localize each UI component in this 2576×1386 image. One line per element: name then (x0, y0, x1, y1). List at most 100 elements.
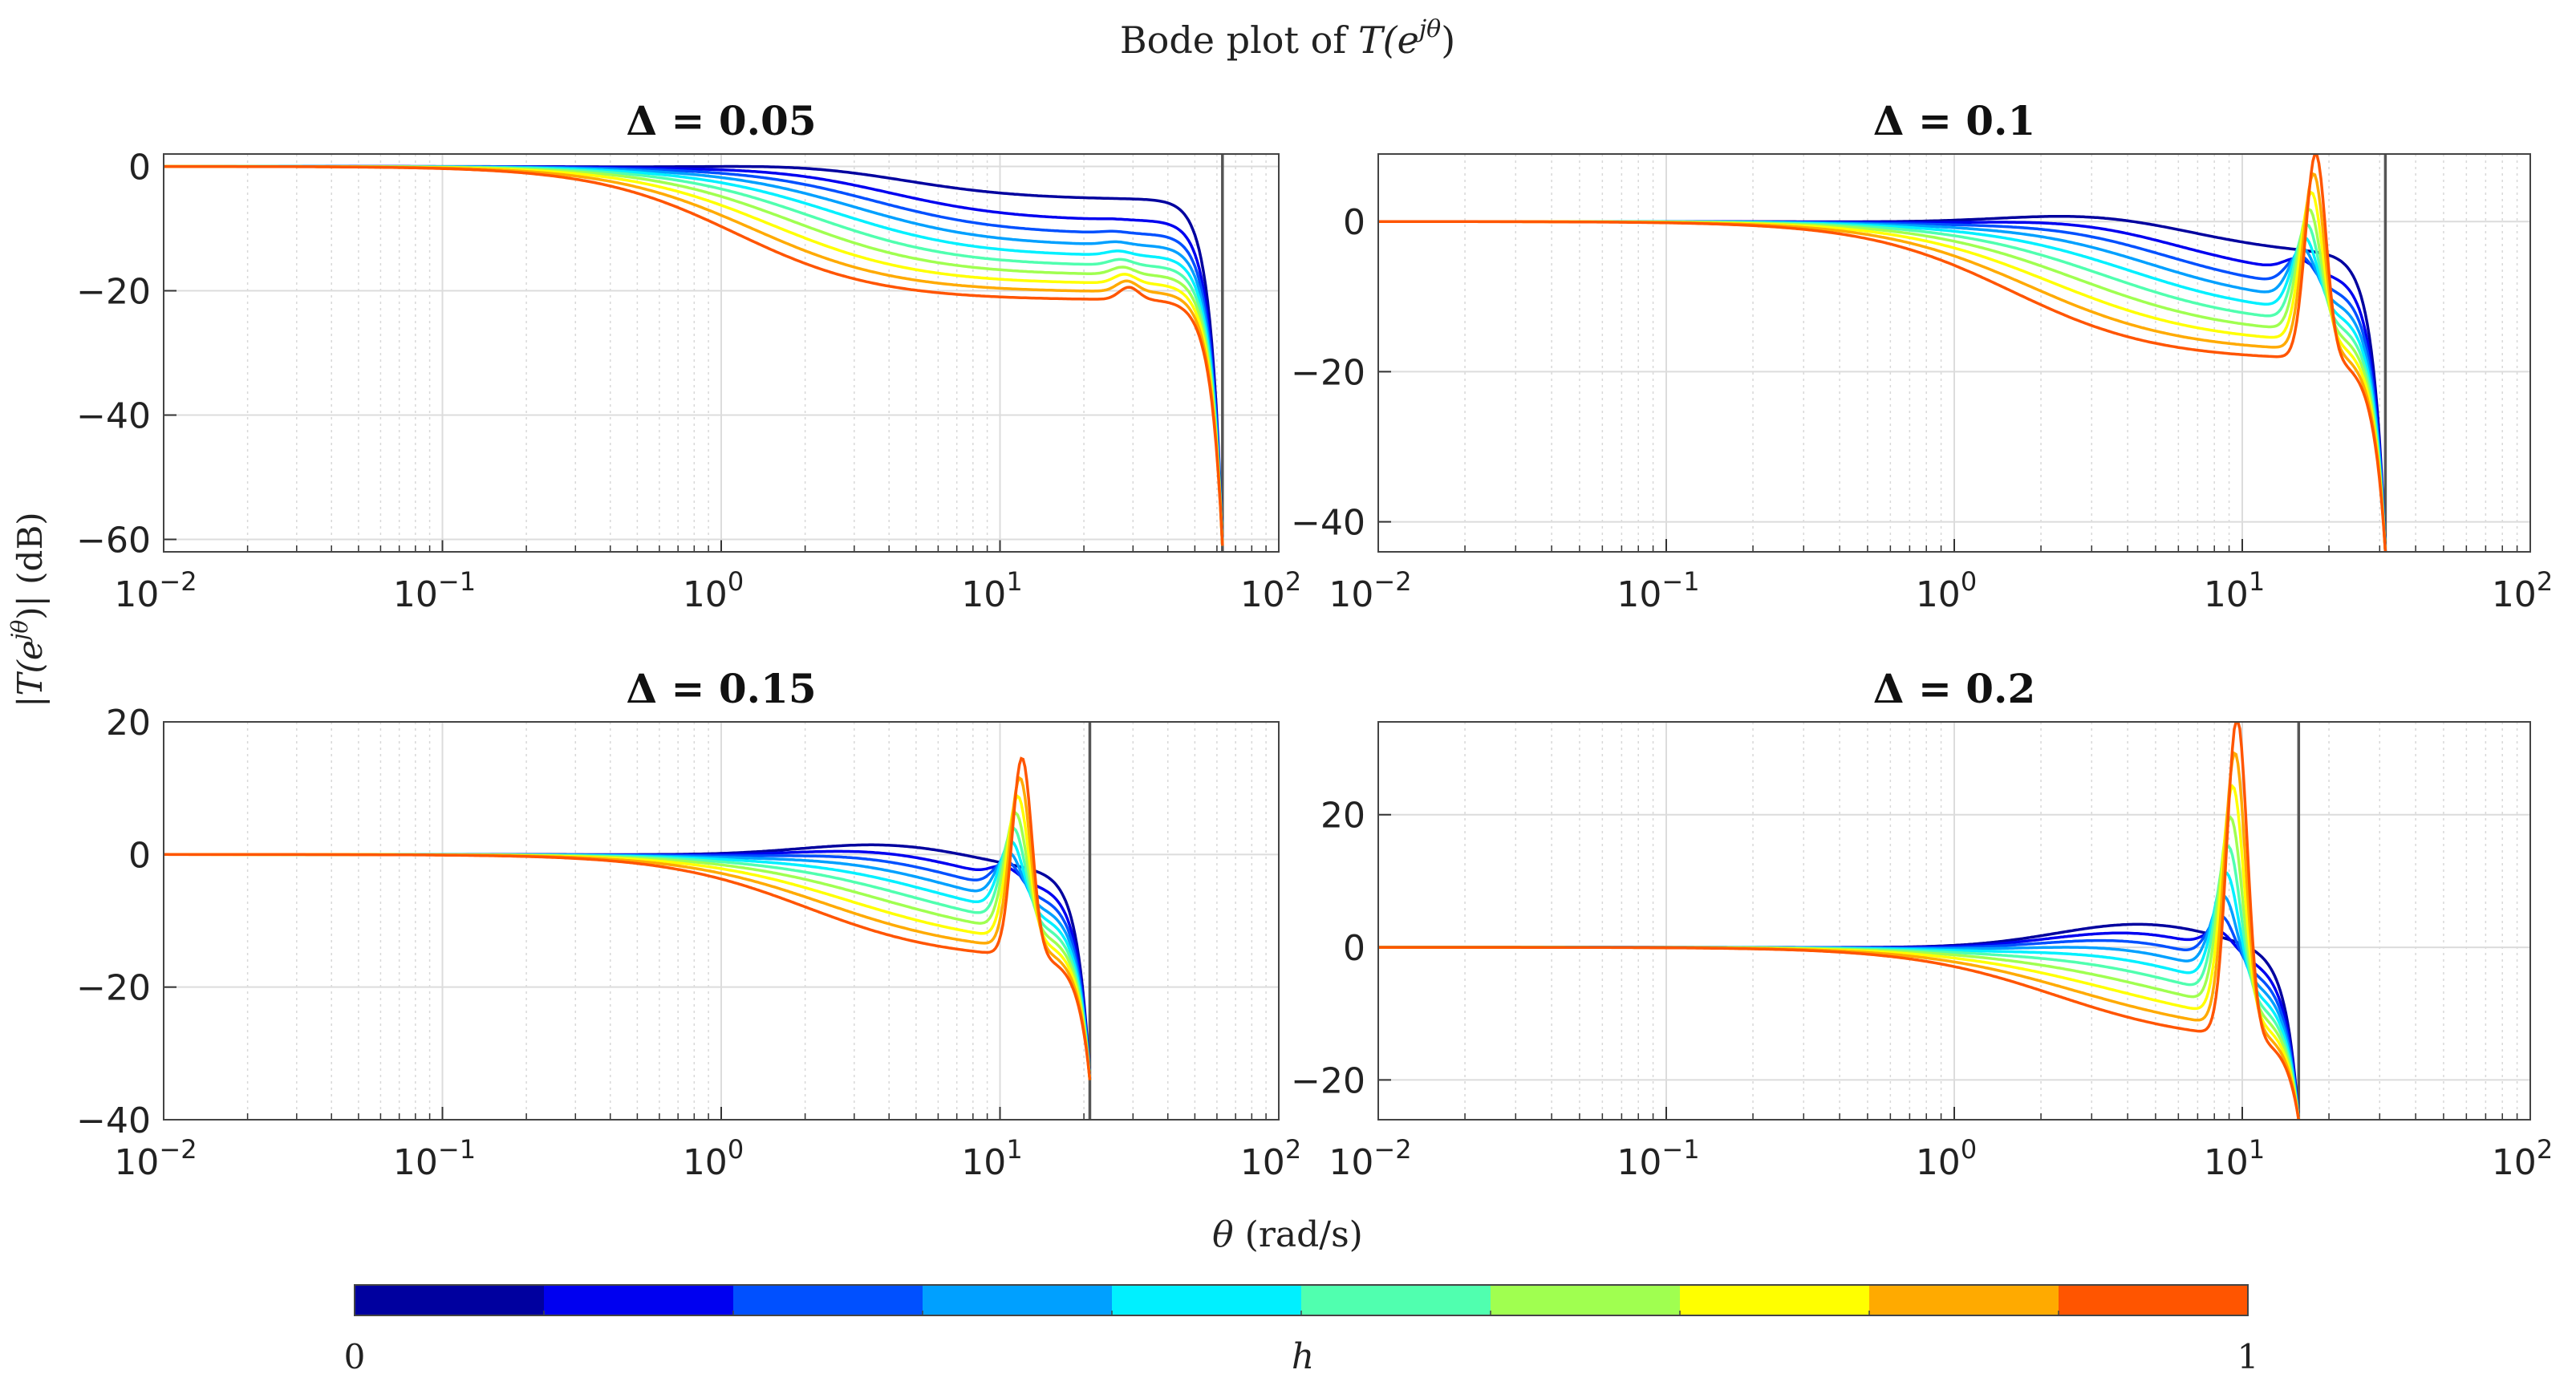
x-tick-base: 10 (1240, 574, 1285, 615)
x-tick-base: 10 (2204, 574, 2249, 615)
y-tick-label: −20 (76, 968, 151, 1009)
x-tick-exponent: −2 (1373, 566, 1411, 597)
y-tick-label: −20 (1291, 352, 1365, 393)
x-tick-exponent: 2 (2537, 1134, 2553, 1165)
y-axis-label: |T(ejθ)| (dB) (6, 512, 50, 707)
subplot-title: Δ = 0.15 (626, 665, 816, 712)
colorbar-swatch-6 (1301, 1285, 1491, 1315)
x-tick-base: 10 (683, 574, 728, 615)
x-tick-base: 10 (114, 574, 159, 615)
y-tick-label: 20 (1320, 796, 1365, 837)
colorbar-swatch-10 (2059, 1285, 2249, 1315)
figure-title: Bode plot of T(ejθ) (1120, 15, 1455, 62)
colorbar-label: h (1292, 1336, 1314, 1377)
subplot-title-delta: Δ (626, 97, 657, 144)
subplot-title-delta: Δ (626, 665, 657, 712)
axes-frame (163, 153, 1280, 553)
figure-title-sup: jθ (1414, 15, 1441, 43)
x-tick-label: 102 (2492, 566, 2553, 615)
axes-frame (1377, 721, 2531, 1121)
subplot-title-value: = 0.1 (1905, 97, 2036, 144)
x-tick-label: 10−2 (114, 566, 197, 615)
colorbar-min-label: 0 (344, 1337, 366, 1376)
y-tick-label: 20 (106, 703, 151, 744)
x-tick-base: 10 (1916, 1142, 1961, 1183)
x-tick-label: 10−1 (1617, 566, 1699, 615)
series-line-10 (164, 164, 1224, 546)
y-tick-label: 0 (1343, 202, 1365, 243)
x-tick-base: 10 (393, 574, 438, 615)
colorbar (354, 1284, 2249, 1316)
x-tick-label: 102 (1240, 1134, 1301, 1183)
subplot-title: Δ = 0.1 (1873, 97, 2036, 144)
y-axis-label-bar: | (10, 696, 50, 707)
x-tick-exponent: 0 (1961, 1134, 1977, 1165)
x-tick-label: 10−1 (393, 1134, 476, 1183)
x-tick-base: 10 (393, 1142, 438, 1183)
x-tick-exponent: 1 (2249, 566, 2265, 597)
series-line-10 (164, 756, 1092, 1080)
x-tick-label: 10−1 (1617, 1134, 1699, 1183)
colorbar-swatch-7 (1491, 1285, 1681, 1315)
colorbar-swatch-9 (1869, 1285, 2059, 1315)
colorbar-swatch-3 (733, 1285, 923, 1315)
figure-title-T: T (1358, 18, 1385, 62)
x-tick-exponent: −2 (159, 566, 197, 597)
x-tick-base: 10 (1329, 1142, 1373, 1183)
y-axis-label-tail: )| (dB) (10, 512, 50, 619)
y-tick-label: −40 (1291, 503, 1365, 544)
x-tick-base: 10 (961, 1142, 1006, 1183)
x-tick-exponent: 1 (2249, 1134, 2265, 1165)
x-tick-label: 10−2 (1329, 1134, 1411, 1183)
colorbar-swatch-4 (923, 1285, 1113, 1315)
series-group (164, 164, 1224, 546)
subplot-title-delta: Δ (1873, 97, 1905, 144)
subplot-title-value: = 0.15 (657, 665, 817, 712)
x-tick-label: 10−2 (114, 1134, 197, 1183)
subplot-title-delta: Δ (1873, 665, 1905, 712)
x-tick-base: 10 (1329, 574, 1373, 615)
colorbar-swatch-8 (1680, 1285, 1870, 1315)
colorbar-max-label: 1 (2237, 1337, 2259, 1376)
figure-title-paren-open: (e (1383, 18, 1419, 62)
subplot-title: Δ = 0.05 (626, 97, 816, 144)
y-tick-label: −40 (76, 1100, 151, 1141)
x-tick-base: 10 (2492, 1142, 2537, 1183)
series-group (164, 756, 1092, 1080)
x-tick-label: 101 (2204, 1134, 2265, 1183)
series-line-10 (1378, 154, 2387, 552)
x-tick-exponent: −1 (1661, 566, 1699, 597)
x-tick-exponent: −1 (1661, 1134, 1699, 1165)
axes-frame (163, 721, 1280, 1121)
y-tick-label: −20 (76, 272, 151, 313)
x-axis-label-theta: θ (1212, 1214, 1234, 1255)
x-tick-exponent: 1 (1006, 566, 1022, 597)
x-axis-label-units: (rad/s) (1234, 1214, 1363, 1255)
colorbar-swatch-2 (544, 1285, 734, 1315)
x-tick-base: 10 (683, 1142, 728, 1183)
x-tick-base: 10 (1617, 574, 1661, 615)
x-tick-exponent: 0 (728, 566, 744, 597)
x-tick-exponent: −2 (159, 1134, 197, 1165)
x-tick-base: 10 (1617, 1142, 1661, 1183)
x-tick-base: 10 (114, 1142, 159, 1183)
series-line-10 (1378, 722, 2301, 1120)
x-tick-exponent: 2 (1285, 566, 1301, 597)
subplot-title: Δ = 0.2 (1873, 665, 2036, 712)
x-tick-base: 10 (2492, 574, 2537, 615)
y-tick-label: 0 (128, 835, 151, 876)
axes-frame (1377, 153, 2531, 553)
x-tick-label: 101 (961, 566, 1022, 615)
x-tick-base: 10 (961, 574, 1006, 615)
subplot-title-value: = 0.05 (657, 97, 817, 144)
x-tick-exponent: −1 (438, 566, 476, 597)
x-tick-exponent: 2 (1285, 1134, 1301, 1165)
series-group (1378, 722, 2301, 1120)
x-tick-label: 101 (961, 1134, 1022, 1183)
